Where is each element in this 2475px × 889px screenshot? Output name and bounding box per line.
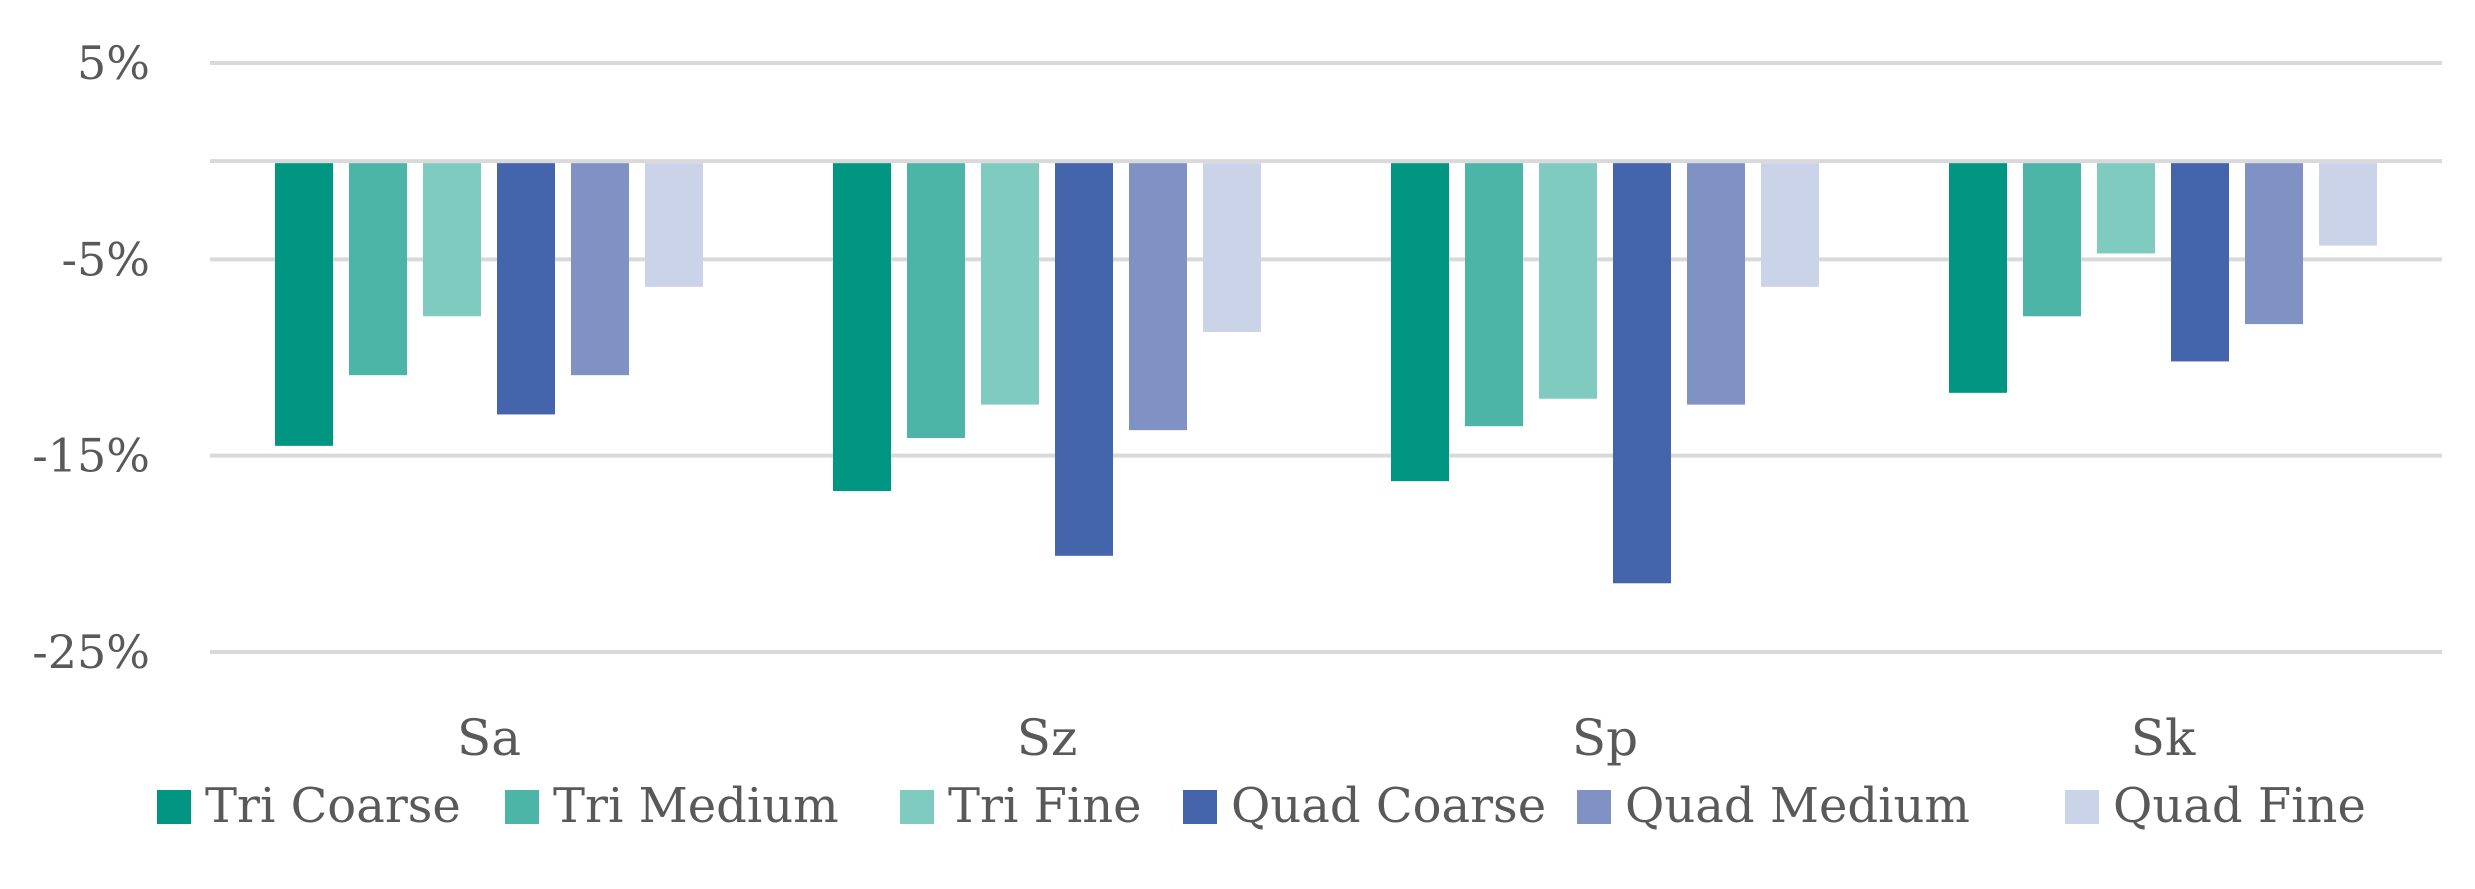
legend-swatch [505, 790, 539, 824]
bar-tri-medium-sa [349, 163, 407, 376]
legend-label: Tri Coarse [205, 778, 461, 834]
bar-quad-medium-sa [571, 163, 629, 376]
legend-label: Tri Medium [553, 778, 839, 834]
bar-tri-coarse-sa [275, 163, 333, 446]
y-tick-label: -5% [61, 232, 150, 286]
category-label: Sk [2131, 709, 2196, 767]
bar-quad-coarse-sa [497, 163, 555, 415]
bar-tri-fine-sk [2097, 163, 2155, 254]
bar-tri-medium-sp [1465, 163, 1523, 427]
bar-tri-coarse-sk [1949, 163, 2007, 393]
legend-label: Tri Fine [948, 778, 1142, 834]
bar-tri-fine-sp [1539, 163, 1597, 399]
bar-quad-medium-sz [1129, 163, 1187, 431]
bar-quad-fine-sa [645, 163, 703, 287]
bar-tri-medium-sz [907, 163, 965, 438]
y-axis-ticks: 5% -5% -15% -25% [32, 36, 150, 679]
y-tick-label: -15% [32, 429, 150, 483]
bars [275, 163, 2377, 584]
bar-tri-fine-sz [981, 163, 1039, 405]
bar-tri-coarse-sp [1391, 163, 1449, 482]
bar-quad-fine-sk [2319, 163, 2377, 246]
bar-quad-fine-sz [1203, 163, 1261, 332]
category-label: Sa [457, 709, 521, 767]
legend-swatch [1577, 790, 1611, 824]
y-tick-label: -25% [32, 625, 150, 679]
bar-tri-coarse-sz [833, 163, 891, 492]
bar-quad-medium-sk [2245, 163, 2303, 325]
category-label: Sz [1017, 709, 1078, 767]
x-axis-categories: Sa Sz Sp Sk [457, 709, 2196, 767]
y-tick-label: 5% [77, 36, 150, 90]
category-label: Sp [1572, 709, 1638, 767]
legend-label: Quad Fine [2113, 778, 2366, 834]
bar-quad-medium-sp [1687, 163, 1745, 405]
legend-swatch [157, 790, 191, 824]
legend-label: Quad Medium [1625, 778, 1970, 834]
legend-label: Quad Coarse [1231, 778, 1546, 834]
bar-tri-medium-sk [2023, 163, 2081, 317]
legend-swatch [2065, 790, 2099, 824]
bar-quad-coarse-sk [2171, 163, 2229, 362]
legend-swatch [1183, 790, 1217, 824]
legend-swatch [900, 790, 934, 824]
bar-quad-coarse-sp [1613, 163, 1671, 584]
bar-tri-fine-sa [423, 163, 481, 317]
legend: Tri Coarse Tri Medium Tri Fine Quad Coarse Q… [157, 778, 2366, 834]
bar-quad-coarse-sz [1055, 163, 1113, 556]
bar-quad-fine-sp [1761, 163, 1819, 287]
